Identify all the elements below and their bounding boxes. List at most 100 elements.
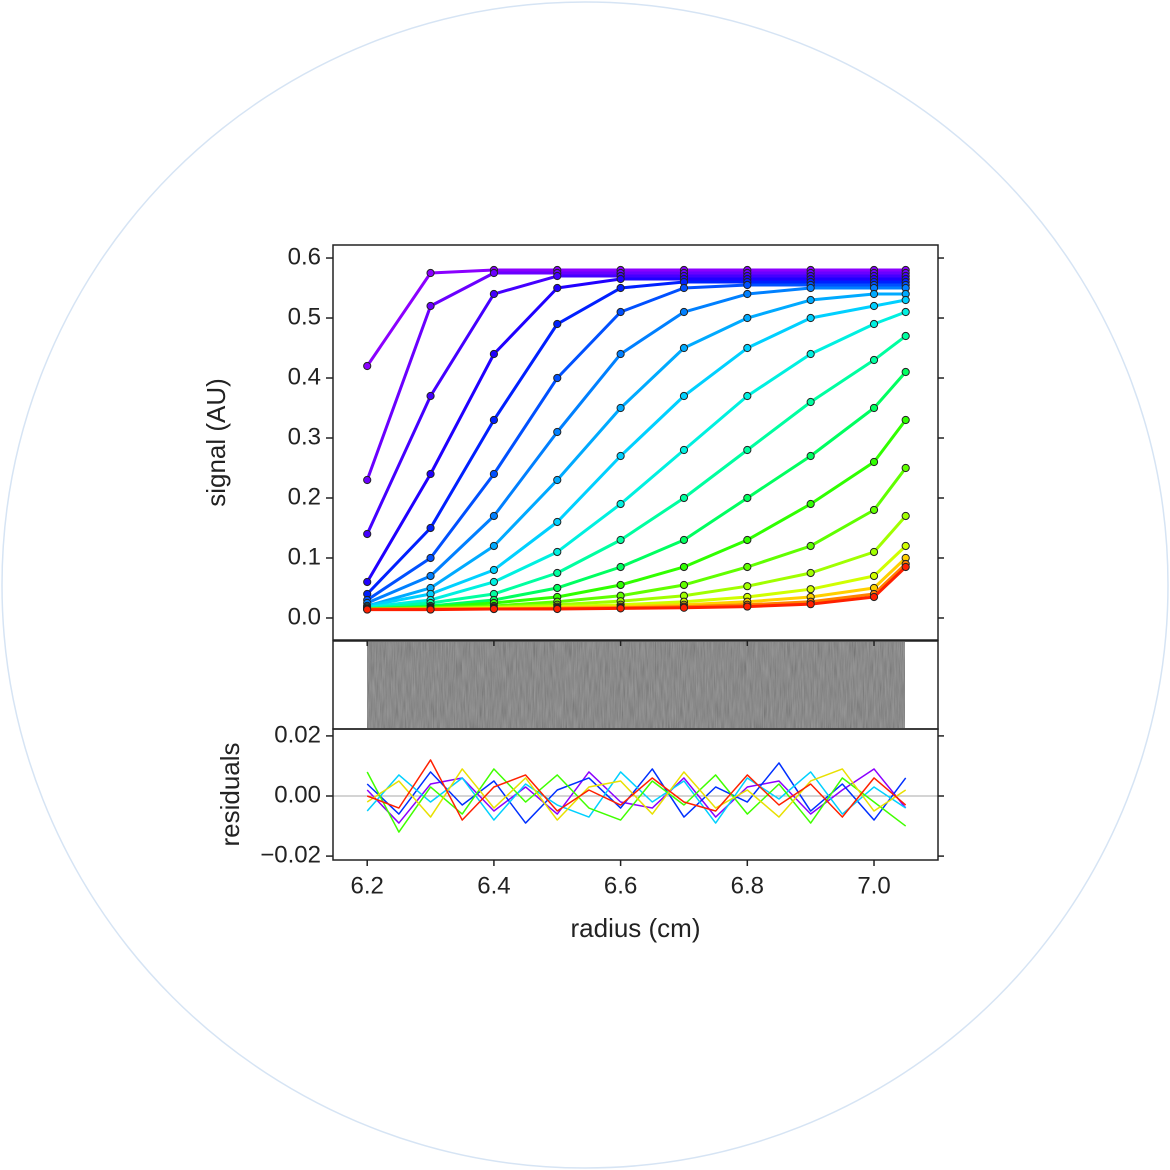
data-point <box>679 445 689 455</box>
data-point <box>426 469 435 479</box>
series-line <box>367 334 907 610</box>
data-point <box>426 605 435 614</box>
data-point <box>426 553 435 563</box>
series-line <box>365 268 906 367</box>
data-point <box>869 571 879 581</box>
data-point <box>679 307 689 317</box>
y-tick-label: 0.1 <box>288 543 321 570</box>
y-tick-label: 0.0 <box>288 603 321 630</box>
data-point <box>743 391 752 401</box>
series-group <box>366 759 907 833</box>
series-line <box>366 286 906 605</box>
series-line <box>365 271 906 481</box>
residual-bitmap-texture <box>367 642 905 728</box>
data-point <box>553 517 562 527</box>
series-line <box>366 762 907 824</box>
y-tick-label: 0.02 <box>274 721 321 748</box>
plot-frame <box>332 728 939 861</box>
data-point <box>553 547 562 557</box>
data-point <box>489 268 499 278</box>
series-line <box>365 274 906 535</box>
data-point <box>426 523 435 533</box>
data-point <box>679 562 689 572</box>
series-line <box>367 371 907 611</box>
data-point <box>363 529 372 539</box>
data-point <box>901 511 910 521</box>
data-point <box>553 271 562 281</box>
data-point <box>616 499 625 509</box>
data-point <box>743 582 752 591</box>
data-point <box>679 493 689 503</box>
data-point <box>901 415 910 425</box>
data-point <box>901 367 910 377</box>
data-point <box>363 577 372 587</box>
data-point <box>806 499 815 509</box>
data-point <box>553 604 562 614</box>
data-point <box>489 415 499 425</box>
data-point <box>901 331 910 341</box>
y-tick-label: 0.6 <box>288 243 321 270</box>
data-point <box>743 493 752 503</box>
data-point <box>679 283 689 293</box>
x-tick-label: 6.4 <box>477 872 510 899</box>
series-line <box>366 280 906 596</box>
data-point <box>616 604 625 613</box>
data-point <box>901 463 910 473</box>
data-point <box>616 403 625 413</box>
data-point <box>806 585 815 594</box>
data-point <box>489 541 499 551</box>
data-point <box>743 280 752 290</box>
data-point <box>489 565 499 575</box>
data-point <box>806 313 815 323</box>
data-point <box>553 427 562 437</box>
data-point <box>806 451 815 461</box>
data-point <box>869 457 879 467</box>
data-point <box>489 349 499 359</box>
data-point <box>553 373 562 383</box>
data-point <box>489 604 499 614</box>
data-point <box>553 583 562 593</box>
data-point <box>553 319 562 329</box>
data-point <box>679 603 689 612</box>
data-point <box>426 301 435 311</box>
data-point <box>489 511 499 521</box>
data-point <box>901 307 910 317</box>
data-point <box>743 562 752 572</box>
y-tick-label: −0.02 <box>260 841 321 868</box>
x-tick-label: 7.0 <box>857 872 890 899</box>
data-point <box>901 562 910 572</box>
series-line <box>366 768 907 824</box>
x-tick-label: 6.8 <box>731 872 764 899</box>
data-point <box>679 580 689 590</box>
data-point <box>806 568 815 578</box>
data-point <box>426 391 435 401</box>
series-group <box>363 265 910 614</box>
y-tick-label: 0.4 <box>288 363 321 390</box>
data-point <box>901 541 910 551</box>
data-point <box>806 600 815 609</box>
data-point <box>869 319 879 329</box>
x-tick-label: 6.2 <box>351 872 384 899</box>
data-point <box>426 571 435 581</box>
data-point <box>869 505 879 515</box>
data-point <box>616 562 625 572</box>
data-point <box>489 469 499 479</box>
data-point <box>869 289 879 299</box>
data-point <box>806 349 815 359</box>
series-line <box>367 419 907 611</box>
data-point <box>679 343 689 353</box>
y-tick-label: 0.2 <box>288 483 321 510</box>
data-point <box>489 577 499 587</box>
data-point <box>679 535 689 545</box>
plot-frame <box>332 244 939 641</box>
data-point <box>616 535 625 545</box>
data-point <box>806 295 815 305</box>
data-point <box>743 535 752 545</box>
series-line <box>366 768 907 821</box>
data-point <box>616 349 625 359</box>
x-tick-label: 6.6 <box>604 872 637 899</box>
data-point <box>616 451 625 461</box>
